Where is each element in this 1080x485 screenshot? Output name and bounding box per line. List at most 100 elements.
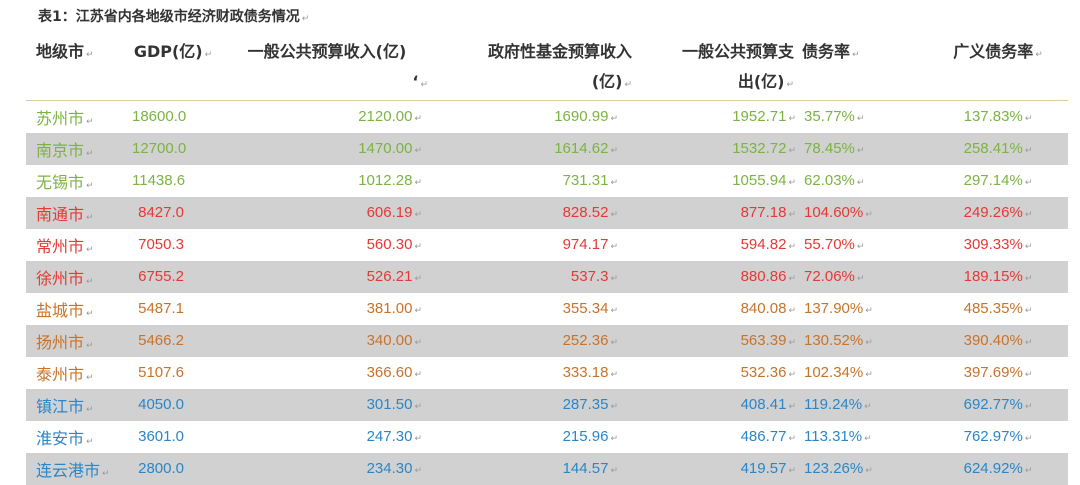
table-row: 泰州市 ↵ 5107.6 366.60 ↵ 333.18 ↵ 532.36 ↵ 102.34% ↵ 3…: [26, 357, 1068, 389]
cell-general-income: 1012.28 ↵: [358, 172, 422, 189]
header-debt-ratio: 债务率 ↵: [798, 33, 928, 101]
cell-gdp: 2800.0: [138, 460, 184, 477]
cell-broad-debt-ratio: 390.40% ↵: [963, 332, 1033, 349]
header-broad-debt-ratio: 广义债务率 ↵: [928, 33, 1068, 101]
cell-broad-debt-ratio: 624.92% ↵: [963, 460, 1033, 477]
cell-fund-income: 974.17 ↵: [562, 236, 618, 253]
table-row: 扬州市 ↵ 5466.2 340.00 ↵ 252.36 ↵ 563.39 ↵ 130.52% ↵ 3…: [26, 324, 1068, 357]
table-caption: 表1：江苏省内各地级市经济财政债务情况 ↵: [38, 6, 309, 26]
table-row: 苏州市 ↵ 18600.0 2120.00 ↵ 1690.99 ↵ 1952.71 ↵ 35.77…: [26, 101, 1068, 133]
cell-general-exp: 840.08 ↵: [740, 300, 796, 317]
cell-broad-debt-ratio: 692.77% ↵: [963, 396, 1033, 413]
cell-broad-debt-ratio: 397.69% ↵: [963, 364, 1033, 381]
cell-debt-ratio: 55.70% ↵: [804, 236, 865, 253]
cell-fund-income: 144.57 ↵: [562, 460, 618, 477]
cell-debt-ratio: 35.77% ↵: [804, 108, 865, 126]
header-general-exp: 一般公共预算支 出(亿) ↵: [636, 33, 798, 101]
cell-gdp: 5107.6: [138, 364, 184, 381]
cell-general-income: 381.00 ↵: [366, 300, 422, 317]
cell-fund-income: 537.3 ↵: [570, 268, 618, 285]
cell-general-income: 340.00 ↵: [366, 332, 422, 349]
cell-general-income: 1470.00 ↵: [358, 140, 422, 157]
cell-fund-income: 355.34 ↵: [562, 300, 618, 317]
cell-general-income: 366.60 ↵: [366, 364, 422, 381]
cell-general-income: 301.50 ↵: [366, 396, 422, 413]
cell-city: 泰州市 ↵: [36, 364, 94, 384]
cell-general-exp: 408.41 ↵: [740, 396, 796, 413]
cell-gdp: 11438.6: [132, 172, 186, 189]
table-row: 徐州市 ↵ 6755.2 526.21 ↵ 537.3 ↵ 880.86 ↵ 72.06% ↵ 189…: [26, 260, 1068, 293]
cell-general-exp: 486.77 ↵: [740, 428, 796, 445]
cell-debt-ratio: 137.90% ↵: [804, 300, 873, 317]
cell-city: 南京市 ↵: [36, 140, 94, 160]
cell-city: 徐州市 ↵: [36, 268, 94, 288]
table-row: 南通市 ↵ 8427.0 606.19 ↵ 828.52 ↵ 877.18 ↵ 104.60% ↵ 2…: [26, 196, 1068, 229]
cell-general-income: 526.21 ↵: [366, 268, 422, 285]
table-row: 盐城市 ↵ 5487.1 381.00 ↵ 355.34 ↵ 840.08 ↵ 137.90% ↵ 4…: [26, 293, 1068, 325]
cell-city: 南通市 ↵: [36, 204, 94, 224]
cell-general-exp: 419.57 ↵: [740, 460, 796, 477]
cell-debt-ratio: 62.03% ↵: [804, 172, 865, 189]
cell-general-exp: 877.18 ↵: [740, 204, 796, 221]
cell-broad-debt-ratio: 137.83% ↵: [963, 108, 1033, 126]
header-general-income: 一般公共预算收入(亿) ‘↵: [218, 33, 436, 101]
cell-broad-debt-ratio: 297.14% ↵: [963, 172, 1033, 189]
cell-gdp: 7050.3: [138, 236, 184, 253]
cell-general-income: 606.19 ↵: [366, 204, 422, 221]
cell-city: 连云港市 ↵: [36, 460, 110, 480]
cell-city: 常州市 ↵: [36, 236, 94, 256]
cell-broad-debt-ratio: 189.15% ↵: [963, 268, 1033, 285]
cell-general-exp: 532.36 ↵: [740, 364, 796, 381]
cell-debt-ratio: 130.52% ↵: [804, 332, 873, 349]
cell-gdp: 8427.0: [138, 204, 184, 221]
cell-fund-income: 1614.62 ↵: [554, 140, 618, 157]
cell-debt-ratio: 72.06% ↵: [804, 268, 865, 285]
cell-general-exp: 1952.71 ↵: [732, 108, 796, 126]
table-row: 常州市 ↵ 7050.3 560.30 ↵ 974.17 ↵ 594.82 ↵ 55.70% ↵ 30…: [26, 229, 1068, 261]
cell-debt-ratio: 104.60% ↵: [804, 204, 873, 221]
header-city: 地级市 ↵: [26, 33, 128, 101]
cell-city: 淮安市 ↵: [36, 428, 94, 448]
cell-general-exp: 880.86 ↵: [740, 268, 796, 285]
cell-general-exp: 563.39 ↵: [740, 332, 796, 349]
cell-city: 无锡市 ↵: [36, 172, 94, 192]
paragraph-mark: ↵: [301, 14, 310, 24]
header-gdp: GDP(亿) ↵: [128, 33, 218, 101]
cell-debt-ratio: 78.45% ↵: [804, 140, 865, 157]
cell-debt-ratio: 123.26% ↵: [804, 460, 873, 477]
table-row: 连云港市 ↵ 2800.0 234.30 ↵ 144.57 ↵ 419.57 ↵ 123.26% ↵…: [26, 452, 1068, 485]
cell-gdp: 18600.0: [132, 108, 187, 126]
cell-general-income: 560.30 ↵: [366, 236, 422, 253]
header-row: 地级市 ↵ GDP(亿) ↵ 一般公共预算收入(亿) ‘↵ 政府性基金预算收入 (亿) ↵…: [26, 33, 1068, 101]
cell-debt-ratio: 102.34% ↵: [804, 364, 873, 381]
cell-broad-debt-ratio: 249.26% ↵: [963, 204, 1033, 221]
cell-broad-debt-ratio: 258.41% ↵: [963, 140, 1033, 157]
cell-debt-ratio: 119.24% ↵: [804, 396, 872, 413]
cell-broad-debt-ratio: 309.33% ↵: [963, 236, 1033, 253]
cell-fund-income: 215.96 ↵: [562, 428, 618, 445]
cell-debt-ratio: 113.31% ↵: [804, 428, 872, 445]
cell-gdp: 6755.2: [138, 268, 184, 285]
cell-gdp: 12700.0: [132, 140, 187, 157]
cell-general-income: 2120.00 ↵: [358, 108, 422, 126]
table-row: 南京市 ↵ 12700.0 1470.00 ↵ 1614.62 ↵ 1532.72 ↵ 78.45…: [26, 132, 1068, 165]
cell-city: 扬州市 ↵: [36, 332, 94, 352]
cell-fund-income: 828.52 ↵: [562, 204, 618, 221]
cell-general-exp: 1055.94 ↵: [732, 172, 796, 189]
cell-fund-income: 252.36 ↵: [562, 332, 618, 349]
cell-general-income: 234.30 ↵: [366, 460, 422, 477]
cell-city: 盐城市 ↵: [36, 300, 94, 320]
cell-general-exp: 594.82 ↵: [740, 236, 796, 253]
table-row: 无锡市 ↵ 11438.6 1012.28 ↵ 731.31 ↵ 1055.94 ↵ 62.03%…: [26, 165, 1068, 197]
cell-fund-income: 287.35 ↵: [562, 396, 618, 413]
cell-city: 镇江市 ↵: [36, 396, 94, 416]
table-row: 镇江市 ↵ 4050.0 301.50 ↵ 287.35 ↵ 408.41 ↵ 119.24% ↵ 6…: [26, 388, 1068, 421]
cell-fund-income: 333.18 ↵: [562, 364, 618, 381]
cell-fund-income: 731.31 ↵: [562, 172, 618, 189]
cell-gdp: 3601.0: [138, 428, 184, 445]
cell-gdp: 5487.1: [138, 300, 184, 317]
header-fund-income: 政府性基金预算收入 (亿) ↵: [436, 33, 636, 101]
cell-gdp: 4050.0: [138, 396, 184, 413]
caption-text: 表1：江苏省内各地级市经济财政债务情况: [38, 9, 300, 25]
city-finance-table: 地级市 ↵ GDP(亿) ↵ 一般公共预算收入(亿) ‘↵ 政府性基金预算收入 (亿) ↵…: [26, 33, 1068, 485]
